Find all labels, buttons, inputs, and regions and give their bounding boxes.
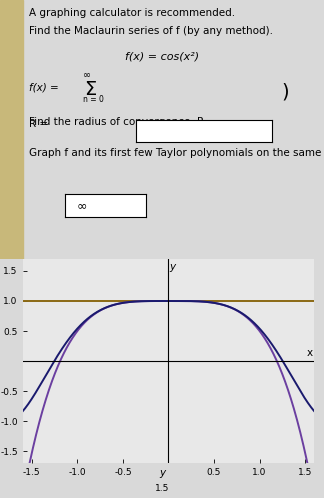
Text: Find the radius of convergence, R.: Find the radius of convergence, R.: [29, 117, 207, 126]
Text: y: y: [169, 262, 175, 272]
Text: Find the Maclaurin series of f (by any method).: Find the Maclaurin series of f (by any m…: [29, 26, 273, 36]
Text: x: x: [306, 348, 312, 358]
Text: ∞: ∞: [83, 70, 91, 81]
Text: A graphing calculator is recommended.: A graphing calculator is recommended.: [29, 8, 235, 18]
Bar: [0, 0, 23, 259]
Text: y: y: [159, 468, 165, 478]
Text: Graph f and its first few Taylor polynomials on the same screen.: Graph f and its first few Taylor polynom…: [29, 147, 324, 157]
Text: ∞: ∞: [77, 199, 87, 212]
Text: R =: R =: [29, 119, 52, 129]
Text: Σ: Σ: [84, 80, 97, 99]
Text: n = 0: n = 0: [83, 95, 103, 104]
Text: f(x) =: f(x) =: [29, 83, 62, 93]
Text: f(x) = cos(x²): f(x) = cos(x²): [125, 52, 199, 62]
Text: ): ): [282, 83, 290, 102]
Text: 1.5: 1.5: [155, 484, 169, 493]
